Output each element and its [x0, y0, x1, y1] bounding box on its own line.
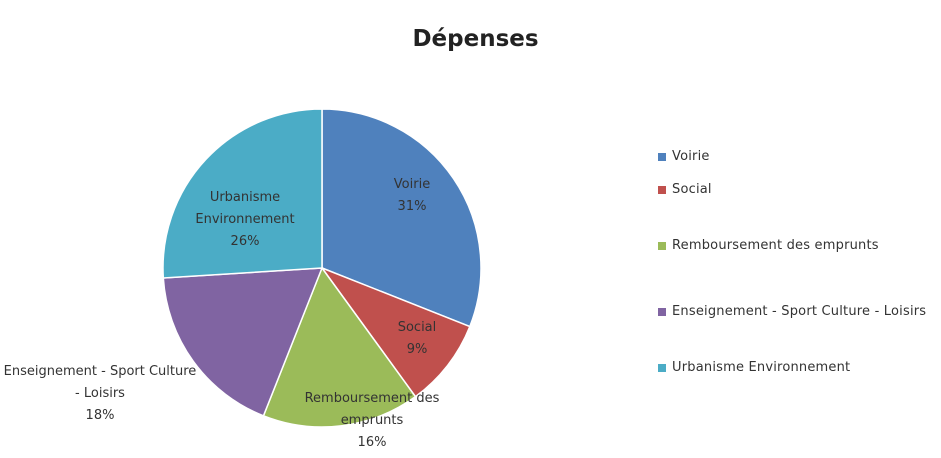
legend-item: Social	[658, 180, 933, 200]
legend-swatch	[658, 186, 666, 194]
data-label: Remboursement des emprunts 16%	[282, 388, 462, 454]
pie-slice	[321, 108, 482, 328]
data-label-value: 31%	[397, 199, 427, 214]
data-label: Social 9%	[372, 317, 462, 361]
legend-item: Enseignement - Sport Culture - Loisirs	[658, 302, 933, 322]
legend-item: Urbanisme Environnement	[658, 358, 933, 378]
data-label-category: Voirie	[393, 177, 431, 192]
data-label-value: 18%	[85, 408, 115, 423]
legend-swatch	[658, 364, 666, 372]
data-label-category: Social	[397, 320, 437, 335]
legend-item: Voirie	[658, 147, 933, 167]
chart-title: Dépenses	[412, 26, 539, 52]
pie-slice	[262, 266, 417, 428]
data-label-category: Urbanisme Environnement	[195, 190, 295, 227]
legend-swatch	[658, 153, 666, 161]
legend-item: Remboursement des emprunts	[658, 236, 933, 256]
legend-label: Remboursement des emprunts	[672, 238, 879, 253]
data-label-value: 26%	[230, 234, 260, 249]
legend-label: Voirie	[672, 149, 710, 164]
legend-swatch	[658, 308, 666, 316]
legend-label: Urbanisme Environnement	[672, 360, 851, 375]
data-label: Voirie 31%	[362, 174, 462, 218]
legend-label: Enseignement - Sport Culture - Loisirs	[672, 304, 927, 319]
legend-swatch	[658, 242, 666, 250]
pie-slice	[162, 108, 323, 279]
data-label-category: Remboursement des emprunts	[304, 391, 440, 428]
data-label-value: 9%	[406, 342, 428, 357]
data-label-category: Enseignement - Sport Culture - Loisirs	[3, 364, 197, 401]
legend-label: Social	[672, 182, 712, 197]
data-label: Enseignement - Sport Culture - Loisirs 18…	[0, 361, 200, 427]
pie-slice	[319, 266, 471, 398]
pie-slice	[162, 267, 324, 417]
data-label-value: 16%	[357, 435, 387, 450]
data-label: Urbanisme Environnement 26%	[172, 187, 318, 253]
